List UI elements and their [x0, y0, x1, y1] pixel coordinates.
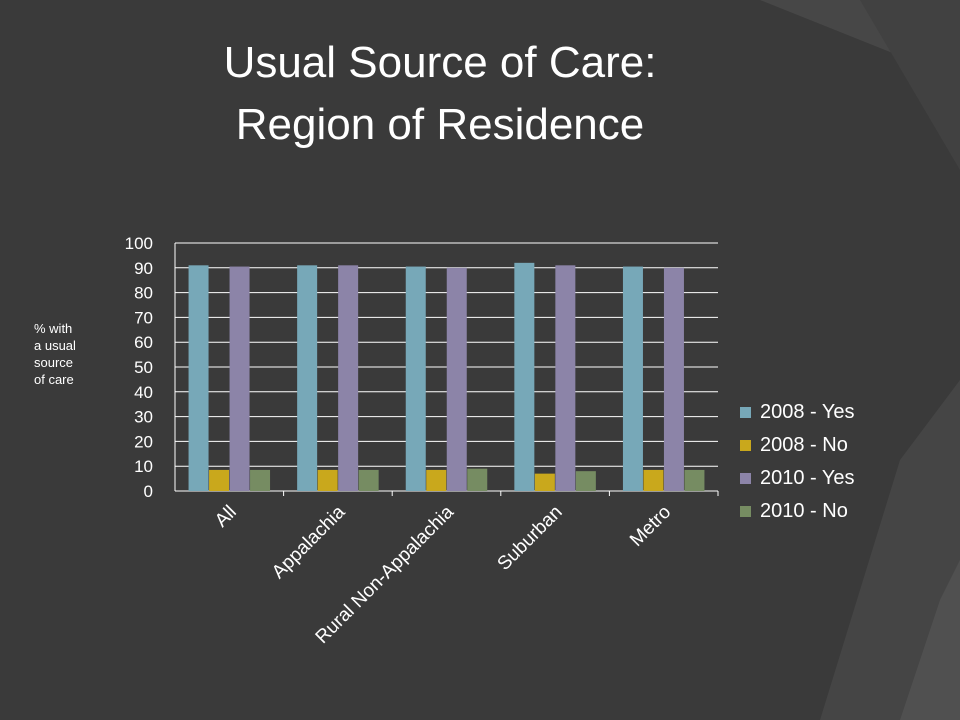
legend-item: 2010 - No [740, 495, 855, 528]
y-tick-label: 20 [134, 432, 153, 451]
legend-label: 2008 - Yes [760, 401, 855, 423]
legend-label: 2008 - No [760, 434, 848, 456]
legend-swatch [740, 473, 751, 484]
bar-2010-yes [663, 267, 684, 491]
legend-item: 2008 - Yes [740, 396, 855, 429]
bar-2008-yes [297, 265, 318, 491]
bar-2008-yes [405, 266, 426, 491]
legend-item: 2008 - No [740, 429, 855, 462]
bar-2008-yes [188, 265, 209, 491]
bar-2008-no [643, 469, 664, 491]
bar-2008-yes [514, 262, 535, 491]
x-category-label: Appalachia [268, 501, 350, 583]
bar-2010-yes [555, 265, 576, 491]
y-axis-note-line: of care [34, 372, 74, 387]
bar-2010-no [358, 469, 379, 491]
legend-swatch [740, 506, 751, 517]
y-tick-label: 40 [134, 383, 153, 402]
bar-2010-no [684, 469, 705, 491]
y-tick-label: 0 [144, 482, 153, 501]
y-tick-label: 10 [134, 457, 153, 476]
bar-2008-yes [622, 266, 643, 491]
bar-2010-no [250, 469, 271, 491]
legend-swatch [740, 440, 751, 451]
bar-2010-no [575, 471, 596, 491]
chart-legend: 2008 - Yes 2008 - No 2010 - Yes 2010 - No [740, 396, 855, 528]
x-category-label: Metro [626, 502, 675, 551]
y-tick-label: 70 [134, 308, 153, 327]
bar-2010-yes [229, 266, 250, 491]
y-axis-note-line: % with [34, 321, 73, 336]
bar-2010-yes [446, 267, 467, 491]
y-tick-label: 100 [125, 234, 153, 253]
bar-2010-no [467, 468, 488, 491]
slide-title-line-2: Region of Residence [235, 100, 645, 149]
bar-2008-no [317, 469, 338, 491]
bar-2008-no [534, 473, 555, 491]
bar-2008-no [209, 469, 230, 491]
bar-2010-yes [338, 265, 359, 491]
y-tick-label: 50 [134, 358, 153, 377]
x-category-label: Suburban [494, 502, 567, 575]
legend-item: 2010 - Yes [740, 462, 855, 495]
y-tick-label: 80 [134, 284, 153, 303]
legend-label: 2010 - No [760, 500, 848, 522]
y-tick-label: 60 [134, 333, 153, 352]
y-tick-label: 30 [134, 408, 153, 427]
x-category-label: All [211, 502, 241, 532]
legend-label: 2010 - Yes [760, 467, 855, 489]
y-axis-note-line: source [34, 355, 74, 370]
y-tick-label: 90 [134, 259, 153, 278]
bar-2008-no [426, 469, 447, 491]
legend-swatch [740, 407, 751, 418]
slide-title-line-1: Usual Source of Care: [223, 38, 657, 87]
y-axis-note-line: a usual [34, 338, 76, 353]
